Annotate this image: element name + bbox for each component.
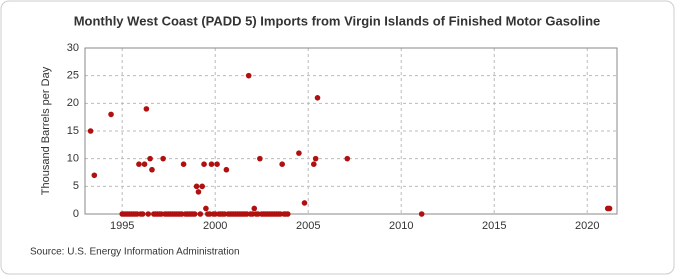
point — [214, 161, 220, 167]
point — [139, 211, 146, 217]
x-tick-label: 1995 — [110, 220, 134, 232]
point — [195, 189, 202, 195]
y-tick-label: 10 — [67, 153, 79, 165]
y-tick-label: 30 — [67, 42, 79, 54]
point — [251, 205, 258, 212]
point — [143, 106, 150, 112]
point — [191, 211, 198, 217]
point — [136, 161, 142, 167]
point — [284, 211, 291, 217]
y-axis-label: Thousand Barrels per Day — [40, 66, 52, 195]
point — [197, 211, 204, 217]
plot-area — [84, 47, 618, 215]
point — [193, 183, 200, 190]
point — [91, 172, 98, 179]
point — [279, 161, 285, 167]
x-tick-label: 2005 — [296, 220, 320, 232]
point — [147, 155, 153, 162]
point — [418, 211, 425, 217]
x-tick-label: 2020 — [575, 220, 599, 232]
y-tick-label: 15 — [67, 125, 79, 137]
point — [87, 128, 94, 134]
point — [108, 111, 114, 118]
point — [245, 72, 252, 79]
y-tick-label: 0 — [73, 208, 79, 220]
x-tick-label: 2015 — [482, 220, 506, 232]
point — [301, 200, 308, 206]
point — [145, 211, 152, 217]
point — [296, 150, 302, 156]
point — [203, 205, 209, 212]
point — [310, 161, 317, 167]
point — [223, 166, 230, 173]
point — [180, 161, 187, 167]
point — [199, 183, 205, 190]
source: Source: U.S. Energy Information Administ… — [30, 247, 240, 258]
point — [606, 205, 613, 212]
y-tick-label: 25 — [67, 70, 79, 82]
y-tick-label: 20 — [67, 97, 79, 109]
point — [208, 161, 215, 167]
point — [257, 155, 263, 162]
x-tick-label: 2000 — [203, 220, 227, 232]
point — [201, 161, 207, 167]
point — [312, 155, 319, 162]
point — [314, 95, 321, 101]
point — [344, 155, 351, 162]
chart-title: Monthly West Coast (PADD 5) Imports from… — [74, 13, 601, 28]
point — [149, 166, 155, 173]
point — [160, 155, 166, 162]
y-tick-label: 5 — [73, 180, 79, 192]
point — [141, 161, 148, 167]
x-tick-label: 2010 — [389, 220, 413, 232]
